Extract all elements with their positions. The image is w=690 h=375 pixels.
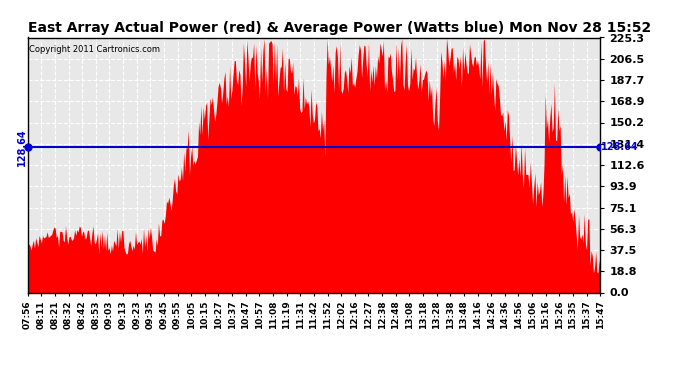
Text: 128.64: 128.64 bbox=[17, 128, 27, 166]
Text: 128.64: 128.64 bbox=[601, 142, 638, 152]
Text: East Array Actual Power (red) & Average Power (Watts blue) Mon Nov 28 15:52: East Array Actual Power (red) & Average … bbox=[28, 21, 651, 35]
Text: Copyright 2011 Cartronics.com: Copyright 2011 Cartronics.com bbox=[29, 45, 160, 54]
